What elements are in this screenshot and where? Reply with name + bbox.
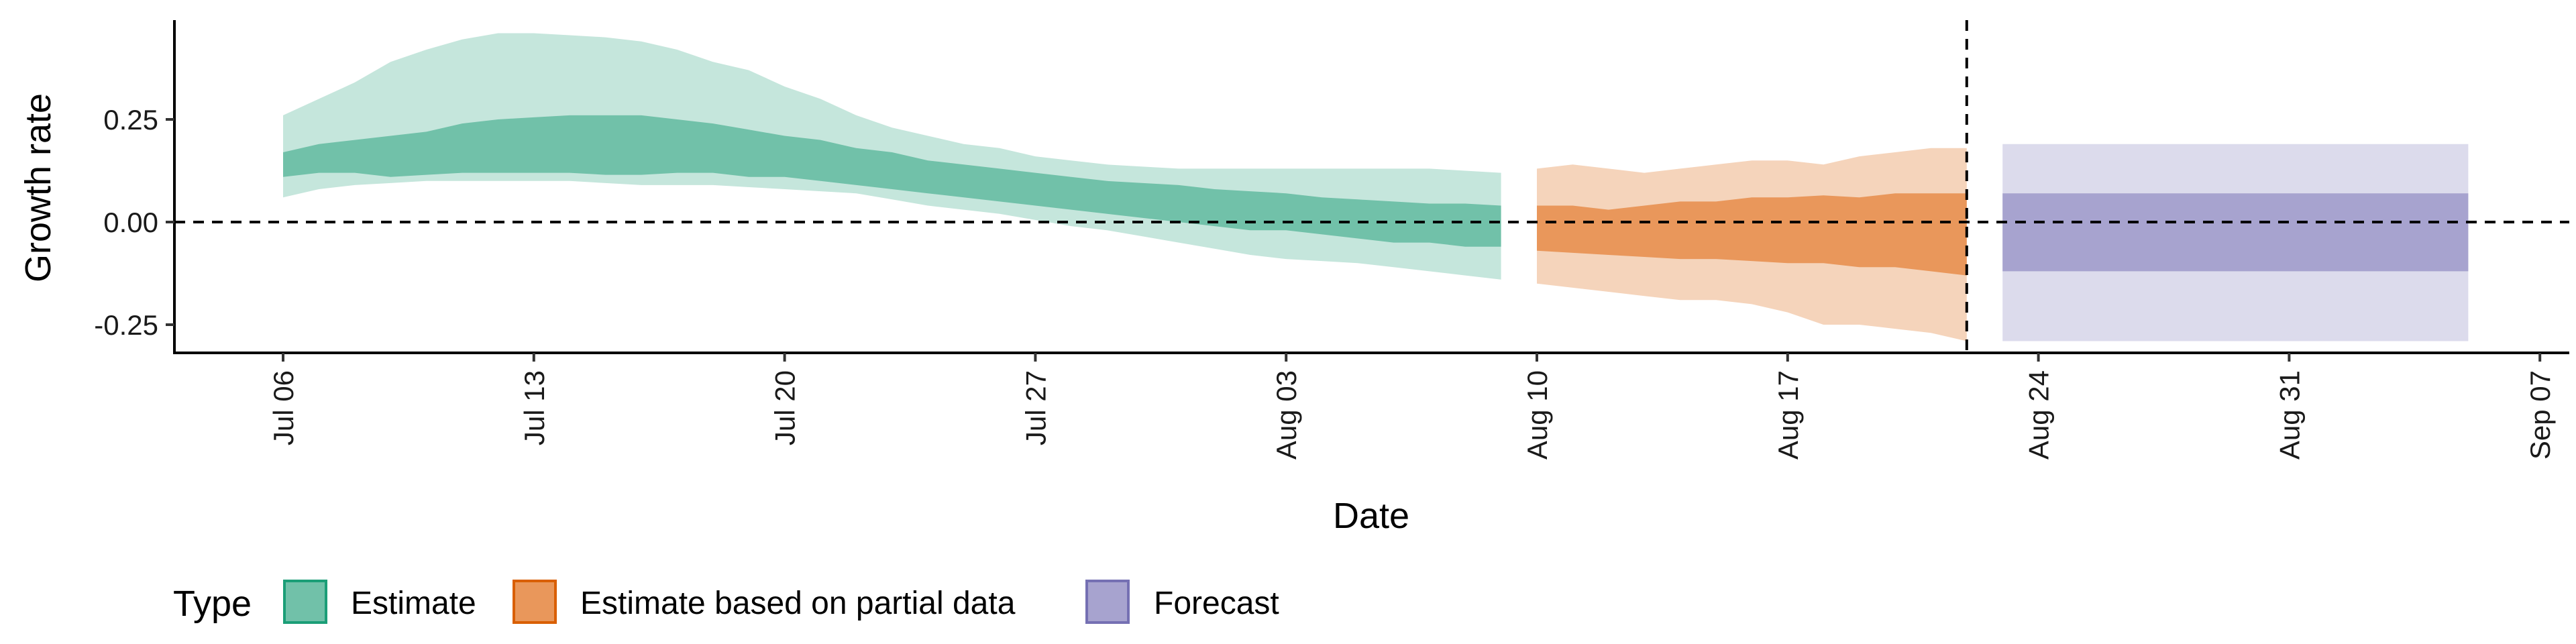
ribbon-bands [283,33,2469,341]
legend: Type Estimate Estimate based on partial d… [173,580,1279,624]
legend-swatch-1 [513,580,557,624]
band-inner-0 [283,115,1501,247]
x-tick-label: Jul 06 [268,370,299,445]
reference-lines [174,20,2569,353]
band-inner-2 [2002,193,2469,272]
legend-label-1: Estimate based on partial data [580,586,1016,621]
band-inner-1 [1537,193,1967,276]
x-tick-label: Jul 13 [519,370,550,445]
x-tick-label: Sep 07 [2524,370,2556,460]
axes [166,20,2569,362]
x-axis-title: Date [1333,496,1409,536]
tick-labels: -0.25 0.00 0.25 Jul 06 Jul 13 Jul 20 Jul 27 Aug… [94,104,2556,460]
y-tick-label: 0.00 [103,207,158,238]
legend-title: Type [173,584,252,624]
x-tick-label: Aug 31 [2273,370,2305,460]
legend-label-0: Estimate [351,586,476,621]
legend-label-2: Forecast [1154,586,1279,621]
x-tick-label: Jul 27 [1020,370,1051,445]
y-axis-title: Growth rate [18,93,58,282]
legend-swatch-2 [1085,580,1130,624]
y-tick-label: 0.25 [103,104,158,136]
legend-swatch-0 [283,580,327,624]
x-tick-label: Aug 03 [1271,370,1302,460]
x-tick-label: Aug 17 [1772,370,1804,460]
x-tick-label: Aug 24 [2023,370,2055,460]
x-tick-label: Jul 20 [769,370,801,445]
y-tick-label: -0.25 [94,309,158,341]
x-tick-label: Aug 10 [1521,370,1553,460]
